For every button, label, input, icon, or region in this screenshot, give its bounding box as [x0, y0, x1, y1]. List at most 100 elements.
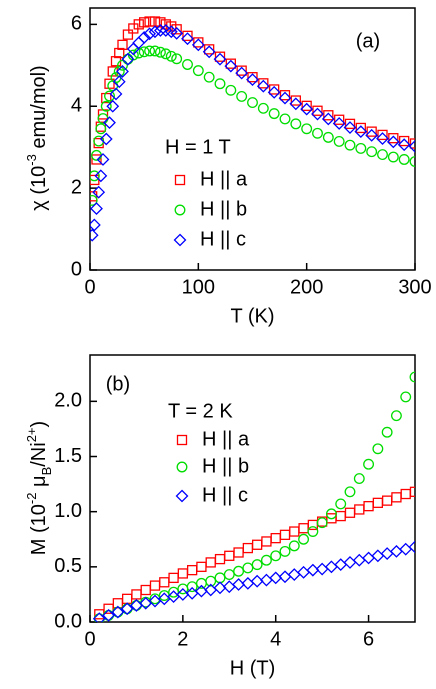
data-point	[122, 29, 134, 40]
data-point	[290, 118, 302, 130]
data-point	[224, 550, 235, 561]
data-point	[251, 559, 263, 571]
data-point	[335, 498, 347, 510]
legend-label: H || c	[202, 484, 248, 506]
y-tick-label: 0.5	[54, 555, 82, 577]
data-point	[307, 526, 319, 537]
x-tick-label: 200	[290, 276, 323, 298]
data-point	[120, 602, 134, 616]
data-point	[223, 569, 235, 581]
data-point	[158, 590, 170, 601]
x-tick-label: 100	[182, 276, 215, 298]
legend-marker	[174, 204, 186, 216]
data-point	[301, 123, 313, 135]
data-point	[214, 51, 226, 62]
data-point	[205, 557, 216, 568]
data-point	[213, 52, 227, 66]
data-point	[387, 151, 399, 163]
data-point	[114, 47, 125, 59]
data-point	[144, 16, 155, 27]
y-axis-label-part: )	[28, 421, 50, 428]
legend-marker	[176, 461, 188, 473]
data-point	[90, 228, 99, 242]
data-point	[363, 501, 374, 512]
legend-marker	[173, 233, 187, 247]
data-point	[260, 554, 272, 566]
data-point	[139, 17, 150, 28]
x-tick-label: 300	[398, 276, 431, 298]
data-point	[287, 568, 301, 581]
data-point	[116, 65, 129, 78]
data-point	[279, 113, 291, 125]
data-point	[334, 114, 345, 125]
data-point	[312, 105, 323, 116]
data-point	[182, 59, 193, 70]
data-point	[363, 458, 375, 470]
y-axis-label-part: -2	[24, 493, 39, 505]
data-point	[196, 561, 207, 572]
data-point	[343, 121, 357, 134]
data-point	[91, 154, 102, 165]
data-point	[354, 504, 365, 515]
data-point	[181, 32, 194, 46]
data-point	[112, 75, 126, 89]
data-point	[372, 497, 384, 508]
legend-label: H || a	[202, 428, 250, 450]
data-point	[242, 562, 254, 574]
data-point	[177, 568, 189, 579]
data-point	[261, 536, 272, 547]
data-point	[225, 84, 237, 96]
panel-label: (b)	[106, 373, 130, 395]
data-point	[388, 133, 399, 144]
data-point	[193, 37, 204, 48]
y-tick-label: 2.0	[54, 390, 82, 412]
data-point	[278, 570, 292, 584]
data-point	[191, 38, 205, 52]
data-point	[170, 26, 184, 40]
data-point	[279, 529, 291, 540]
data-point	[233, 565, 245, 577]
data-point	[311, 107, 324, 121]
data-point	[355, 142, 367, 154]
data-point	[290, 95, 301, 106]
data-point	[111, 605, 125, 619]
y-axis-label-part: emu/mol)	[28, 65, 50, 154]
y-axis-label-part: μ	[28, 475, 50, 492]
y-axis-label: χ (10-3 emu/mol)	[24, 65, 50, 210]
data-point	[400, 488, 411, 500]
data-point	[90, 218, 101, 232]
data-point	[99, 132, 113, 146]
legend-label: H || a	[200, 168, 248, 190]
data-point	[101, 92, 112, 104]
data-point	[377, 129, 388, 141]
data-point	[398, 154, 410, 165]
data-point	[334, 558, 348, 572]
panel: 0 100 200 300 0 2 4 6 T (K) χ (10-3 emu/mol) (a) H …	[24, 7, 432, 327]
data-point	[355, 122, 366, 134]
data-point	[192, 65, 204, 77]
data-point	[289, 526, 300, 537]
data-point	[316, 517, 328, 529]
data-point	[399, 542, 413, 556]
data-point	[270, 532, 281, 544]
data-point	[279, 90, 291, 101]
data-point	[205, 575, 217, 587]
legend-marker	[175, 489, 189, 503]
data-point	[90, 194, 98, 206]
legend-label: H || b	[200, 198, 247, 220]
data-point	[100, 100, 112, 112]
data-point	[257, 102, 269, 114]
data-point	[409, 156, 415, 167]
data-point	[96, 153, 110, 166]
data-point	[214, 78, 226, 90]
y-tick-label: 2	[71, 176, 82, 198]
data-point	[242, 542, 254, 554]
y-tick-label: 4	[71, 95, 82, 117]
data-point	[321, 112, 335, 126]
data-point	[344, 507, 356, 518]
data-point	[288, 540, 300, 552]
data-point	[233, 547, 244, 558]
x-tick-label: 6	[363, 628, 374, 650]
data-point	[165, 50, 177, 62]
data-point	[202, 45, 216, 59]
